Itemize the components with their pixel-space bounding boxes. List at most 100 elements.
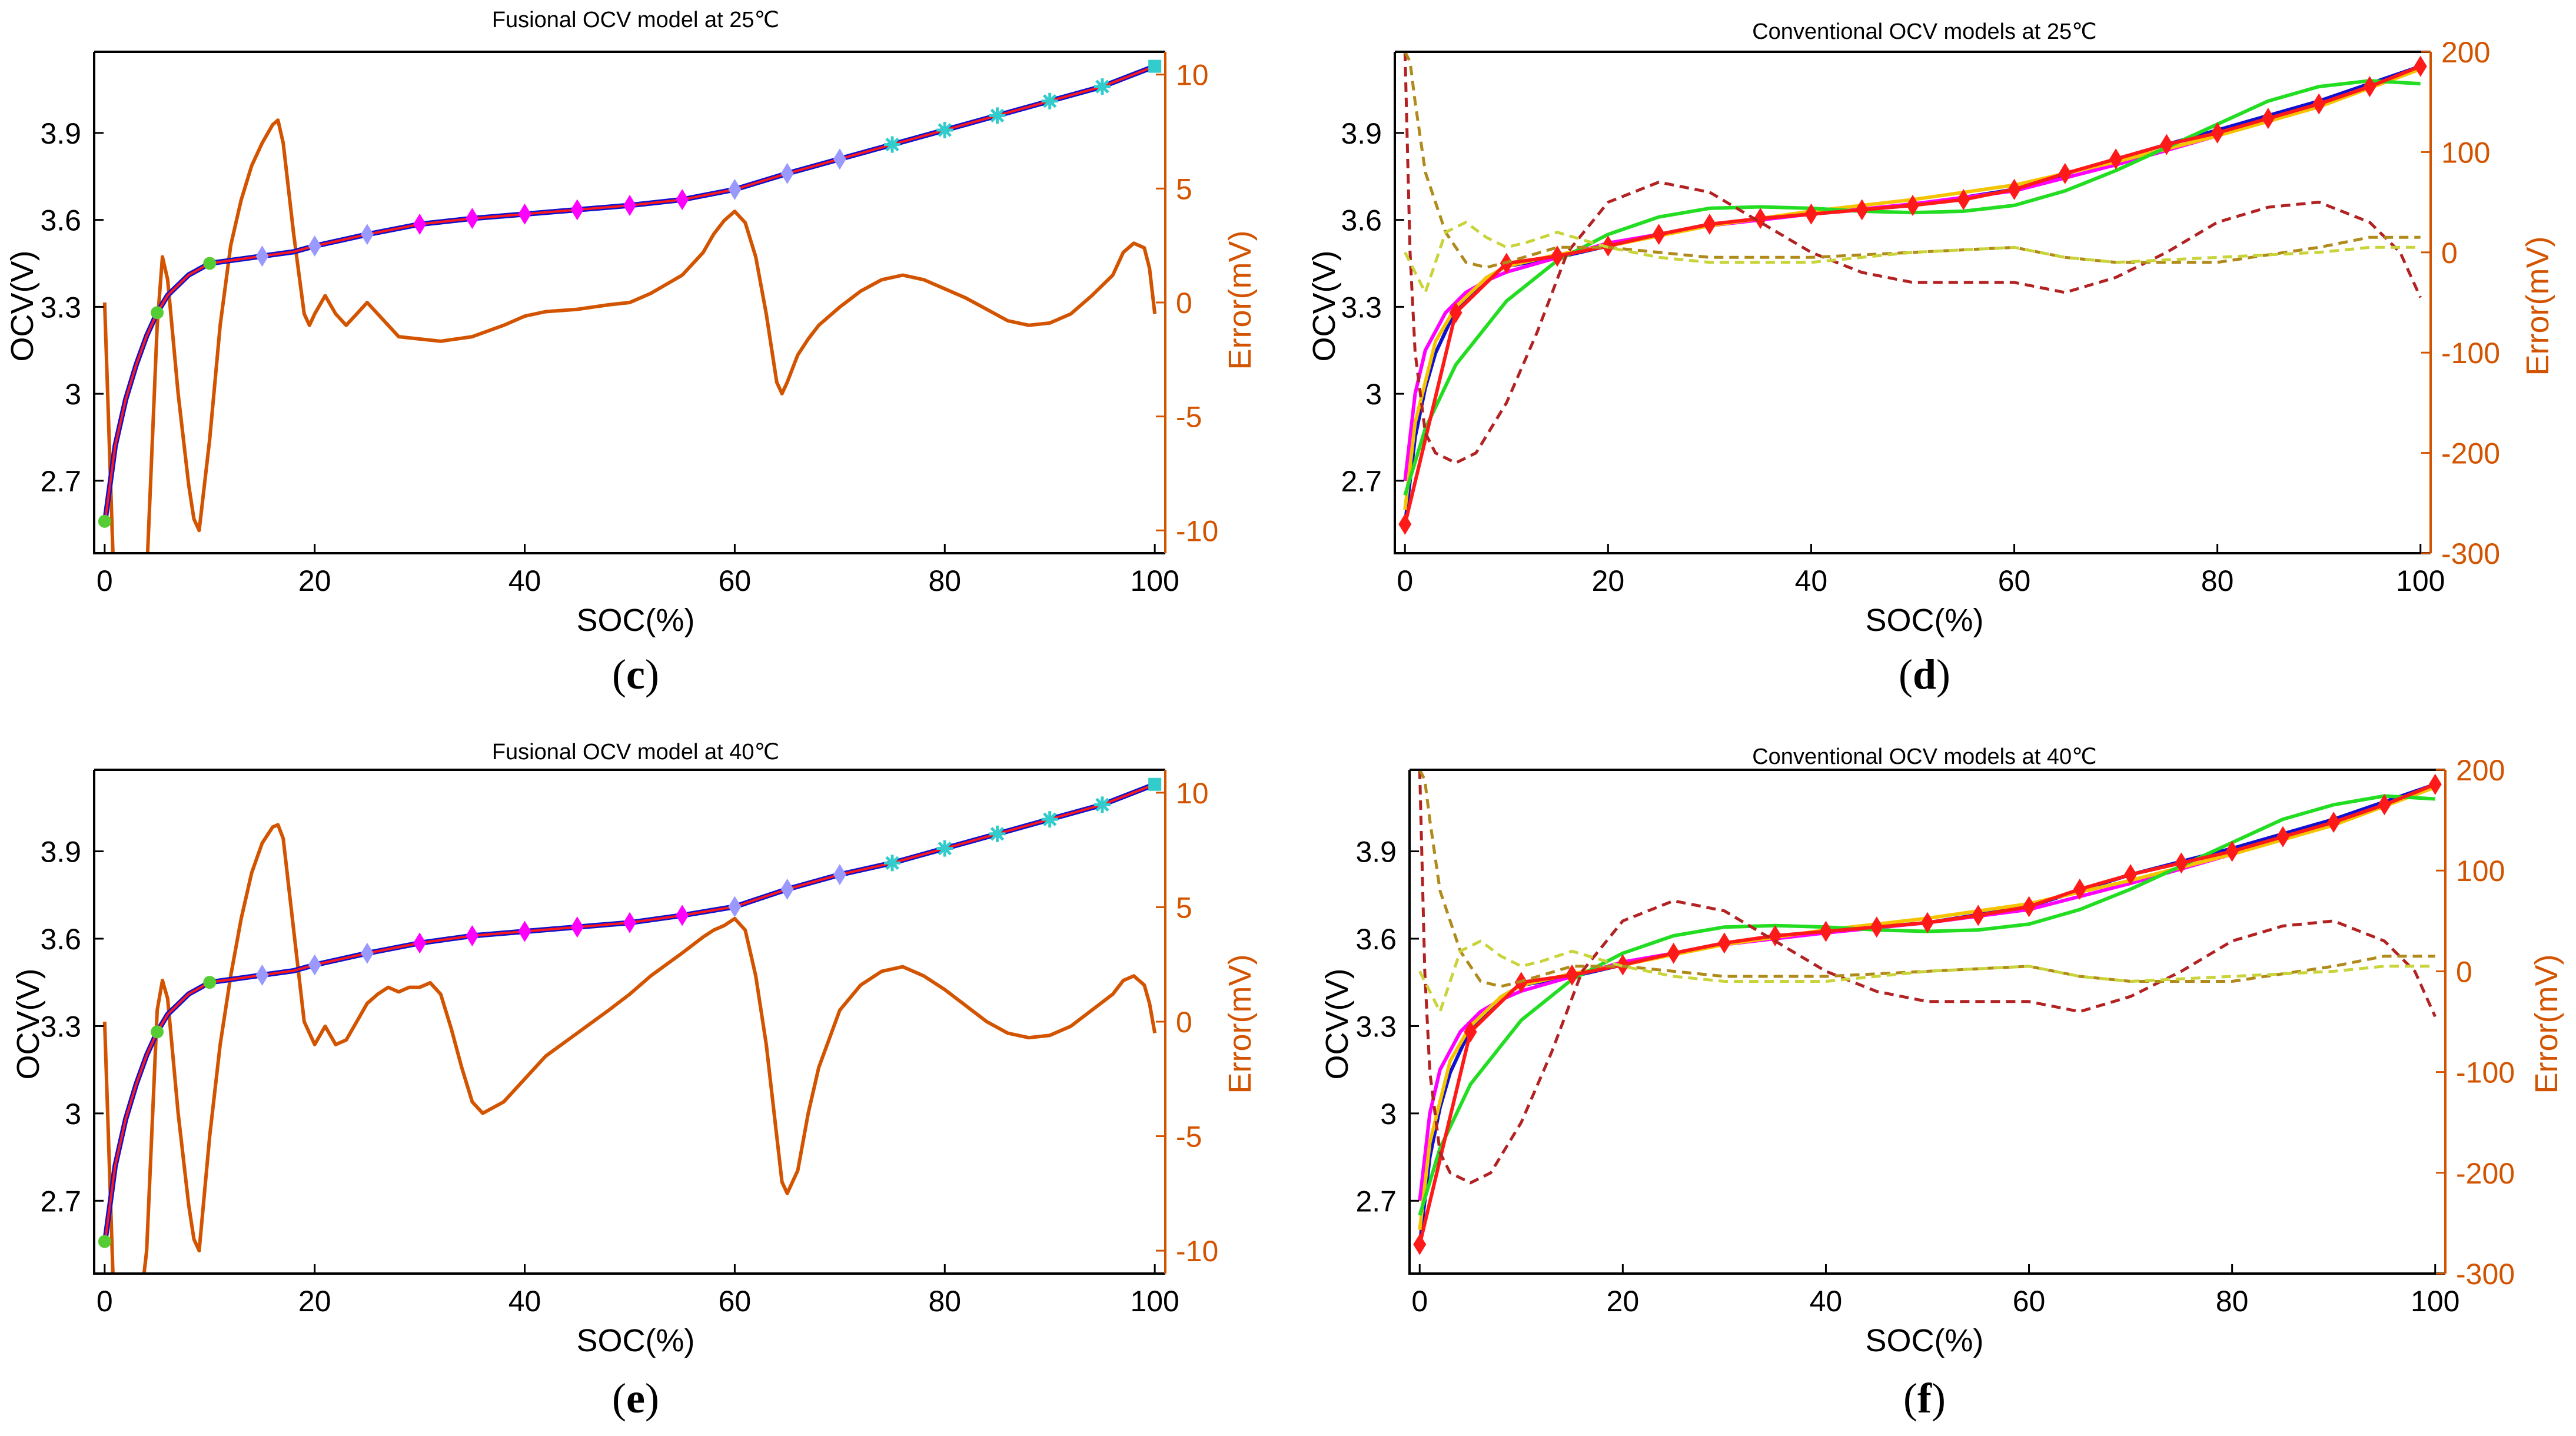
panel-e-chart: Fusional OCV model at 40℃ SOC(%) OCV(V) … <box>11 740 1258 1422</box>
ocv-marker-3 <box>255 964 269 986</box>
panel-c-ytick-label-4: 3.9 <box>40 117 81 150</box>
panel-c-xtick-label-0: 0 <box>97 564 113 597</box>
ocv-marker-18 <box>1041 92 1058 109</box>
ocv-marker-15 <box>884 855 901 872</box>
panel-f-plot: 0 20 40 60 80 100 2.7 3 3.3 3.6 3.9 -300 -200 -100 0 10… <box>1355 754 2515 1318</box>
panel-f-y2label: Error(mV) <box>2529 955 2564 1094</box>
panel-e-y2tick-label-4: 10 <box>1176 777 1209 810</box>
ocv-marker-2 <box>203 976 217 989</box>
model-red-markers-point-1 <box>1464 1021 1477 1043</box>
ocv-marker-13 <box>780 162 794 184</box>
ocv-marker-0 <box>98 514 111 528</box>
panel-c-ytick-label-3: 3.6 <box>40 204 81 237</box>
panel-d-y2label: Error(mV) <box>2520 237 2555 376</box>
panel-c-y2label: Error(mV) <box>1222 231 1258 370</box>
panel-e-ytick-label-4: 3.9 <box>40 836 81 869</box>
ocv-marker-14 <box>833 864 846 886</box>
panel-f-xtick-label-4: 80 <box>2216 1285 2249 1318</box>
error-curve <box>102 118 1157 553</box>
model-red-markers-point-18 <box>2312 93 2326 115</box>
model-red-markers-point-18 <box>2327 812 2341 833</box>
panel-e-ytick-label-3: 3.6 <box>40 923 81 956</box>
ocv-marker-10 <box>623 195 636 217</box>
panel-d-label: (d) <box>1899 651 1950 698</box>
panel-f-ytick-label-3: 3.6 <box>1355 923 1397 956</box>
ocv-marker-9 <box>570 199 584 221</box>
panel-d-xtick-label-1: 20 <box>1592 564 1625 597</box>
model-red-markers-point-5 <box>1652 224 1666 245</box>
model-red-markers-point-15 <box>2175 852 2188 874</box>
model-red-markers-point-16 <box>2225 840 2239 862</box>
ocv-marker-11 <box>676 905 689 926</box>
panel-f-xtick-label-3: 60 <box>2013 1285 2046 1318</box>
panel-e-y2tick-label-1: -5 <box>1176 1121 1202 1154</box>
panel-f-ytick-label-1: 3 <box>1380 1098 1397 1131</box>
panel-f-y2tick-label-1: -200 <box>2456 1157 2515 1190</box>
panel-d-y2tick-label-0: -300 <box>2441 537 2500 570</box>
panel-c-y2tick-label-0: -10 <box>1176 514 1218 547</box>
model-red-markers-point-12 <box>2022 896 2036 918</box>
panel-d-chart: Conventional OCV models at 25℃ SOC(%) OC… <box>1307 19 2555 698</box>
panel-d-xtick-label-5: 100 <box>2396 564 2445 597</box>
panel-f-ytick-label-4: 3.9 <box>1355 836 1397 869</box>
ocv-marker-8 <box>518 920 531 942</box>
panel-e-left-bottom-axis <box>93 770 1165 1275</box>
ocv-marker-6 <box>413 932 427 954</box>
model-red-markers-point-11 <box>1957 189 1970 211</box>
panel-c-chart: Fusional OCV model at 25℃ SOC(%) OCV(V) … <box>5 8 1258 698</box>
panel-f-y2tick-label-3: 0 <box>2456 955 2472 988</box>
panel-c-letter: c <box>626 651 645 698</box>
model-red-markers-point-19 <box>2378 794 2391 816</box>
panel-c-label: (c) <box>612 651 659 698</box>
panel-f-chart: Conventional OCV models at 40℃ SOC(%) OC… <box>1319 744 2564 1422</box>
panel-e-xtick-label-2: 40 <box>508 1285 541 1318</box>
error-olive-line <box>1404 52 2421 269</box>
ocv-marker-19 <box>1093 78 1111 95</box>
panel-d-left-bottom-axis <box>1394 52 2431 554</box>
panel-f-y2tick-label-4: 100 <box>2456 855 2505 887</box>
panel-d-y2tick-label-2: -100 <box>2441 337 2500 370</box>
panel-d-plot: 0 20 40 60 80 100 2.7 3 3.3 3.6 3.9 -300 -200 -100 0 10… <box>1341 36 2500 597</box>
panel-c-xtick-label-2: 40 <box>508 564 541 597</box>
error-yellowgreen-line <box>1418 939 2435 1013</box>
error-yellowgreen-line <box>1404 221 2421 294</box>
ocv-marker-15 <box>884 136 901 153</box>
ocv-marker-6 <box>413 214 427 235</box>
panel-e-xlabel: SOC(%) <box>577 1323 695 1358</box>
panel-d-ytick-label-1: 3 <box>1365 378 1382 411</box>
panel-e-y2tick-label-0: -10 <box>1176 1235 1218 1268</box>
panel-f-ytick-label-2: 3.3 <box>1355 1010 1397 1043</box>
model-red-markers-point-7 <box>1769 925 1782 947</box>
model-red-markers-point-13 <box>2058 162 2072 184</box>
ocv-marker-18 <box>1041 811 1058 828</box>
model-green-line <box>1418 794 2435 1216</box>
panel-e-y2tick-label-3: 5 <box>1176 891 1192 924</box>
panel-d-ylabel: OCV(V) <box>1307 251 1342 362</box>
panel-e-ylabel: OCV(V) <box>11 969 46 1080</box>
ocv-marker-4 <box>308 954 321 976</box>
panel-d-series-layer <box>1398 52 2427 535</box>
panel-e-ytick-label-0: 2.7 <box>40 1185 81 1218</box>
panel-e-y2tick-label-2: 0 <box>1176 1006 1192 1039</box>
panel-d-xtick-label-2: 40 <box>1795 564 1828 597</box>
panel-f-xtick-label-1: 20 <box>1607 1285 1640 1318</box>
model-red-markers-point-5 <box>1667 942 1680 964</box>
panel-d-ytick-label-4: 3.9 <box>1341 117 1382 150</box>
ocv-marker-14 <box>833 148 846 170</box>
model-red-markers-point-19 <box>2363 76 2376 98</box>
panel-d-y2tick-label-3: 0 <box>2441 237 2458 270</box>
panel-f-label: (f) <box>1903 1375 1946 1422</box>
ocv-marker-19 <box>1093 796 1111 813</box>
ocv-marker-4 <box>308 235 321 257</box>
panel-e-xtick-label-3: 60 <box>719 1285 752 1318</box>
panel-e-ytick-label-1: 3 <box>65 1098 81 1131</box>
panel-c-ytick-label-0: 2.7 <box>40 465 81 498</box>
panel-c-y2tick-label-1: -5 <box>1176 401 1202 434</box>
panel-f-letter: f <box>1917 1375 1932 1422</box>
panel-c-series-layer <box>98 59 1162 553</box>
ocv-marker-8 <box>518 203 531 225</box>
panel-f-ytick-label-0: 2.7 <box>1355 1185 1397 1218</box>
panel-c-y2tick-label-2: 0 <box>1176 287 1192 320</box>
model-red-markers-point-3 <box>1565 964 1579 986</box>
